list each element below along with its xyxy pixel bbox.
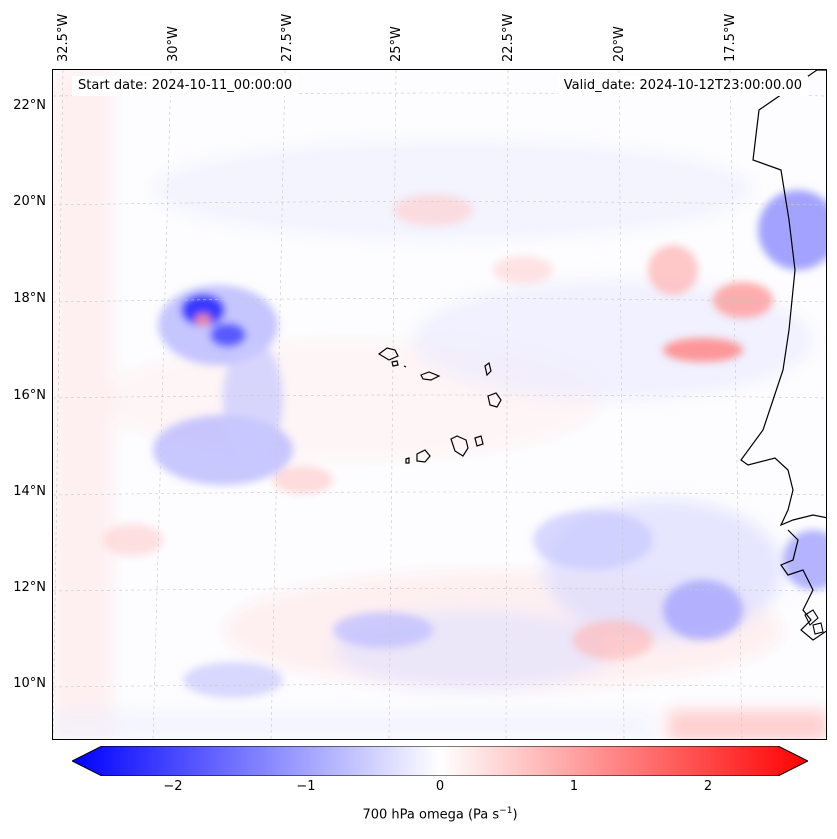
colorbar-gradient bbox=[72, 746, 808, 776]
colorbar-tick-neg1: −1 bbox=[296, 779, 316, 794]
lat-label-10n: 10°N bbox=[13, 676, 46, 691]
colorbar-tick-2: 2 bbox=[703, 779, 713, 794]
colorbar bbox=[72, 746, 808, 776]
lon-label-17-5w: 17.5°W bbox=[723, 13, 738, 62]
lat-label-12n: 12°N bbox=[13, 580, 46, 595]
lat-label-22n: 22°N bbox=[13, 98, 46, 113]
colorbar-tick-0: 0 bbox=[435, 779, 445, 794]
lat-label-18n: 18°N bbox=[13, 291, 46, 306]
colorbar-label-close: ) bbox=[512, 807, 518, 823]
colorbar-label-exponent: −1 bbox=[499, 806, 513, 816]
valid-date-label: Valid_date: 2024-10-12T23:00:00.00 bbox=[557, 76, 808, 96]
colorbar-label-text: 700 hPa omega (Pa s bbox=[362, 807, 500, 823]
omega-field-background bbox=[53, 70, 826, 739]
map-panel bbox=[52, 69, 827, 740]
lat-label-20n: 20°N bbox=[13, 194, 46, 209]
start-date-label: Start date: 2024-10-11_00:00:00 bbox=[72, 76, 299, 96]
lon-label-32-5w: 32.5°W bbox=[56, 13, 71, 62]
cape-verde-islands bbox=[377, 347, 502, 464]
lon-label-22-5w: 22.5°W bbox=[501, 13, 516, 62]
graticule bbox=[53, 70, 826, 739]
lat-label-14n: 14°N bbox=[13, 484, 46, 499]
lon-label-25w: 25°W bbox=[389, 26, 404, 62]
bissagos-islands bbox=[804, 609, 824, 635]
lat-label-16n: 16°N bbox=[13, 388, 46, 403]
colorbar-tick-1: 1 bbox=[569, 779, 579, 794]
omega-field-map bbox=[53, 70, 826, 739]
colorbar-label: 700 hPa omega (Pa s−1) bbox=[0, 806, 837, 822]
west-africa-coastline bbox=[740, 70, 826, 527]
lon-label-20w: 20°W bbox=[612, 26, 627, 62]
colorbar-tick-neg2: −2 bbox=[163, 779, 183, 794]
coastline-south bbox=[780, 529, 826, 641]
omega-field-features bbox=[103, 190, 826, 698]
lon-label-30w: 30°W bbox=[166, 26, 181, 62]
lon-label-27-5w: 27.5°W bbox=[280, 13, 295, 62]
